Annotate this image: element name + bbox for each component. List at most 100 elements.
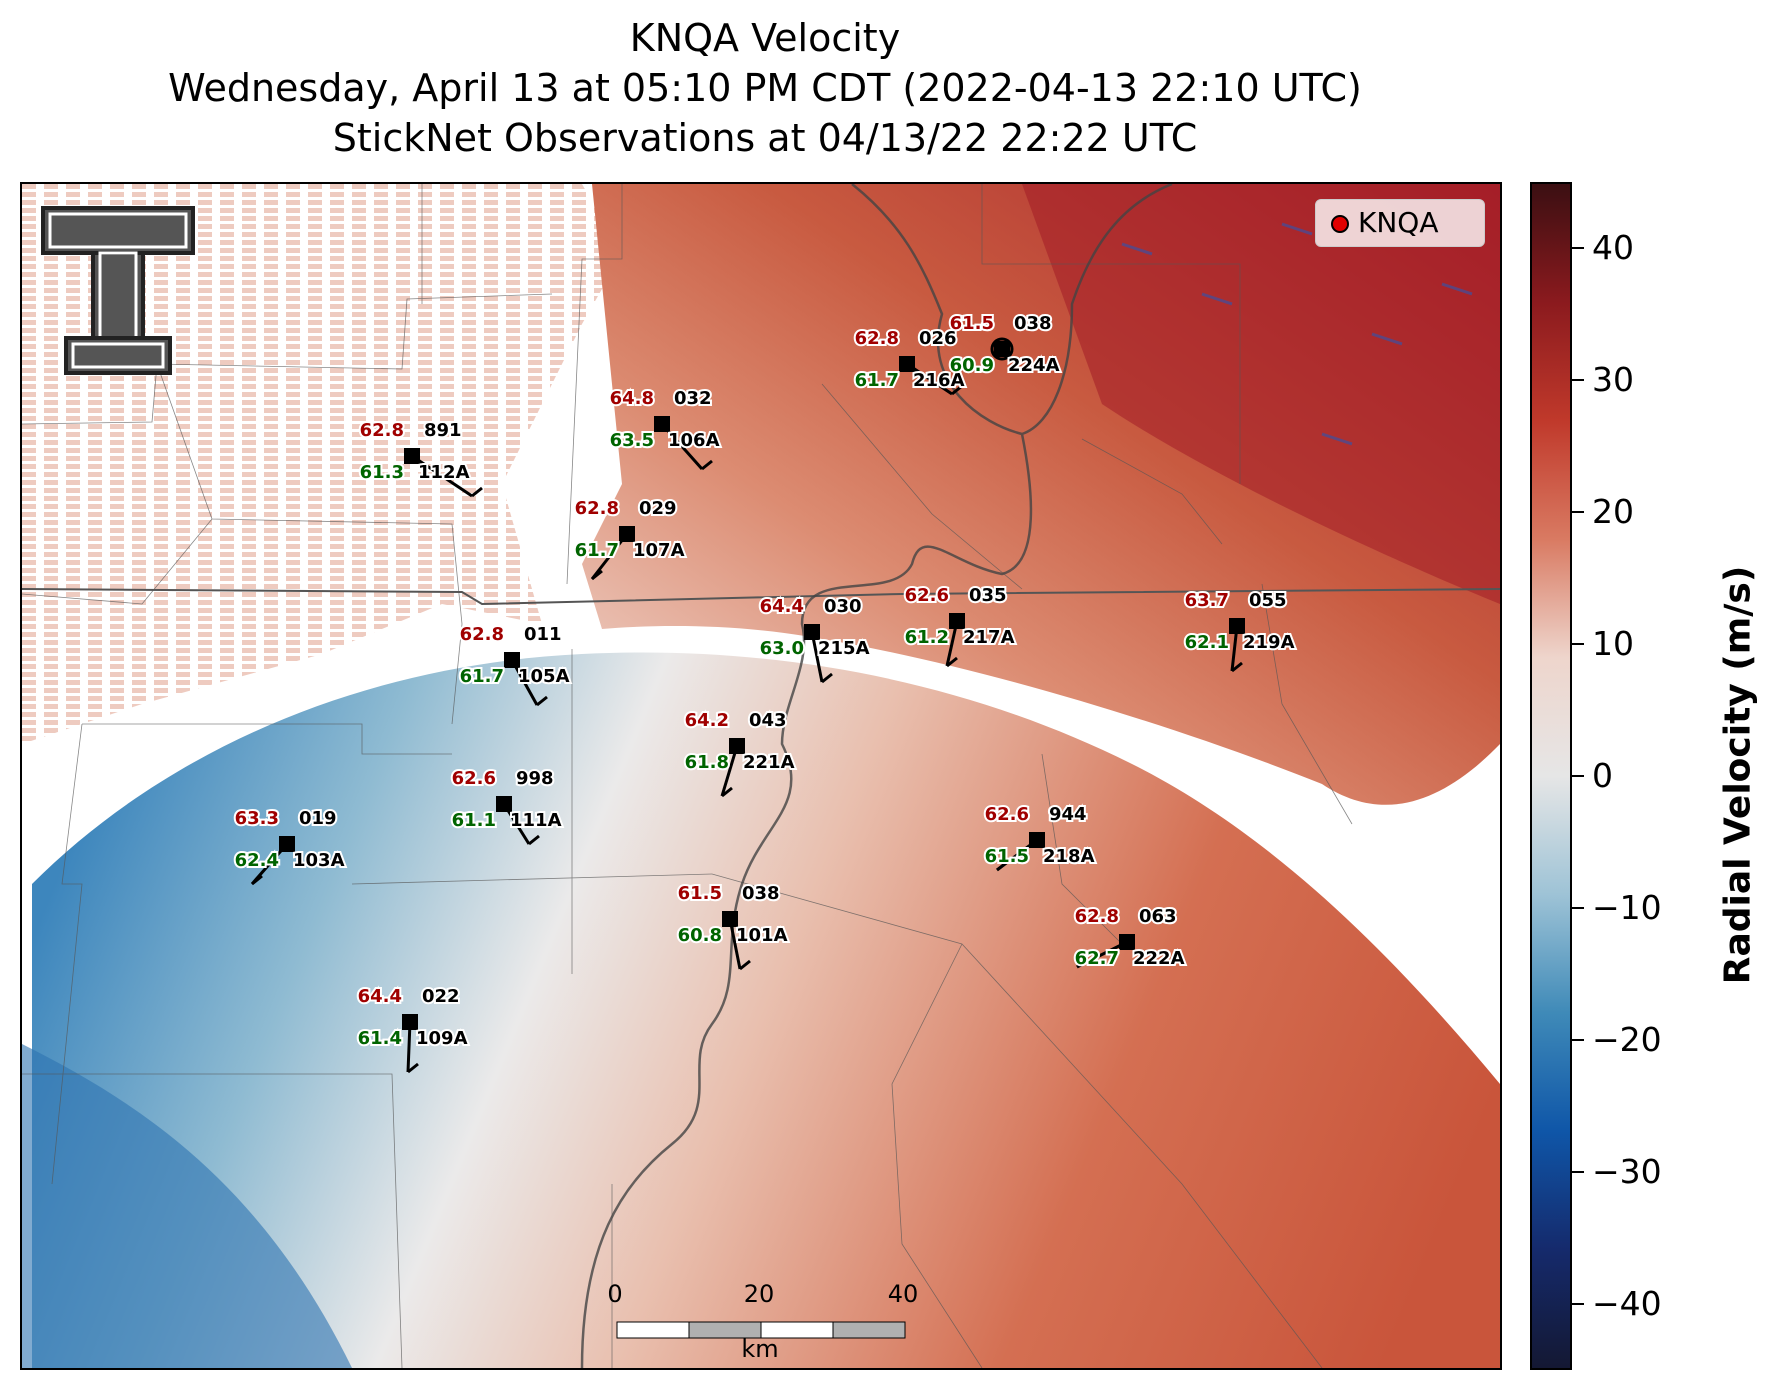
wind-barb-flag-icon — [528, 834, 540, 846]
wind-barb-icon — [406, 1021, 412, 1073]
station-marker-icon — [722, 911, 738, 927]
station-plot: 63.7 055 62.1 219A — [1183, 588, 1297, 673]
station-dewpoint: 61.7 — [575, 540, 619, 561]
radial-velocity-south — [32, 652, 1500, 1368]
station-plot: 64.4 030 63.0 215A — [758, 594, 872, 684]
station-temperature: 64.4 — [358, 986, 402, 1007]
colorbar-tick-mark — [1572, 247, 1584, 249]
colorbar-tick-label: 30 — [1592, 360, 1634, 399]
station-dewpoint: 61.7 — [855, 370, 899, 391]
station-pressure: 029 — [639, 498, 677, 519]
dark-velocity-streaks — [1121, 222, 1473, 446]
station-temperature: 62.8 — [1075, 906, 1119, 927]
wind-barb-flag-icon — [821, 672, 833, 684]
station-dewpoint: 63.5 — [610, 430, 654, 451]
radar-map: 62.8 891 61.3 112A 64.8 032 63.5 106A 62.8 026 61.… — [20, 182, 1502, 1370]
station-name: 216A — [913, 370, 965, 391]
station-temperature: 62.6 — [985, 804, 1029, 825]
wind-barb-flag-icon — [739, 959, 751, 971]
station-pressure: 944 — [1049, 804, 1087, 825]
station-temperature: 62.6 — [905, 585, 949, 606]
station-marker-icon — [654, 416, 670, 432]
station-dewpoint: 61.3 — [360, 462, 404, 483]
station-marker-icon — [402, 1014, 418, 1030]
station-pressure: 026 — [919, 328, 957, 349]
station-dewpoint: 61.4 — [358, 1028, 402, 1049]
station-temperature: 63.3 — [235, 808, 279, 829]
wind-barb-flag-icon — [407, 1062, 419, 1074]
station-pressure: 038 — [742, 883, 780, 904]
station-dewpoint: 60.9 — [950, 355, 994, 376]
station-name: 106A — [668, 430, 720, 451]
wind-barb-flag-icon — [701, 459, 713, 471]
colorbar-tick-mark — [1572, 1039, 1584, 1041]
station-marker-icon — [279, 836, 295, 852]
wind-barb-icon — [810, 631, 824, 683]
station-pressure: 022 — [422, 986, 460, 1007]
station-plot: 62.8 029 61.7 107A — [573, 496, 687, 581]
station-plot: 62.8 891 61.3 112A — [358, 418, 483, 498]
station-dewpoint: 62.4 — [235, 850, 279, 871]
station-marker-icon — [804, 624, 820, 640]
station-marker-icon — [1119, 934, 1135, 950]
station-dewpoint: 61.1 — [452, 810, 496, 831]
station-dewpoint: 61.8 — [685, 752, 729, 773]
station-marker-icon — [496, 796, 512, 812]
wind-barb-flag-icon — [471, 486, 483, 498]
state-boundary — [22, 588, 1500, 606]
station-dewpoint: 60.8 — [678, 925, 722, 946]
scale-tick-40: 40 — [887, 1280, 919, 1308]
station-plot: 63.3 019 62.4 103A — [233, 806, 347, 886]
station-marker-icon — [504, 652, 520, 668]
wind-barb-flag-icon — [721, 786, 733, 798]
station-pressure: 998 — [516, 768, 554, 789]
county-boundaries — [22, 184, 1353, 1368]
station-temperature: 64.2 — [685, 710, 729, 731]
station-temperature: 64.8 — [610, 388, 654, 409]
colorbar-tick-mark — [1572, 1303, 1584, 1305]
wind-barb-icon — [720, 745, 739, 797]
inbound-velocity-sw — [22, 1044, 352, 1368]
scale-tick-0: 0 — [607, 1280, 623, 1308]
station-marker-icon — [949, 613, 965, 629]
station-pressure: 035 — [969, 585, 1007, 606]
station-temperature: 62.8 — [460, 624, 504, 645]
station-marker-icon — [729, 738, 745, 754]
station-temperature: 62.6 — [452, 768, 496, 789]
wind-barb-icon — [1076, 940, 1128, 969]
station-temperature: 62.8 — [360, 420, 404, 441]
colorbar-tick-label: 10 — [1592, 624, 1634, 663]
station-marker-icon — [619, 526, 635, 542]
station-name: 215A — [818, 638, 870, 659]
station-name: 109A — [416, 1028, 468, 1049]
wind-barb-flag-icon — [591, 569, 603, 581]
station-pressure: 055 — [1249, 590, 1287, 611]
station-name: 221A — [743, 752, 795, 773]
station-marker-icon — [1229, 618, 1245, 634]
station-plot: 62.6 944 61.5 218A — [983, 802, 1097, 872]
colorbar-tick-label: 0 — [1592, 756, 1613, 795]
station-name: 112A — [418, 462, 470, 483]
station-name: 222A — [1133, 948, 1185, 969]
station-marker-icon — [994, 341, 1010, 357]
wind-barb-icon — [411, 454, 473, 498]
station-dewpoint: 61.2 — [905, 627, 949, 648]
colorbar-tick-label: −20 — [1592, 1020, 1662, 1059]
station-plot: 62.8 011 61.7 105A — [458, 622, 572, 707]
station-temperature: 63.7 — [1185, 590, 1229, 611]
station-name: 107A — [633, 540, 685, 561]
station-temperature: 64.4 — [760, 596, 804, 617]
station-name: 217A — [963, 627, 1015, 648]
station-pressure: 891 — [424, 420, 462, 441]
colorbar-tick-label: −10 — [1592, 888, 1662, 927]
legend-label: KNQA — [1358, 206, 1439, 239]
station-plot: 61.5 038 60.8 101A — [676, 881, 790, 971]
station-dewpoint: 61.5 — [985, 846, 1029, 867]
station-temperature: 62.8 — [855, 328, 899, 349]
double-t-logo-icon — [41, 206, 195, 375]
colorbar-tick-mark — [1572, 511, 1584, 513]
station-plot: 64.4 022 61.4 109A — [356, 984, 470, 1074]
station-marker-icon — [404, 448, 420, 464]
wind-barb-icon — [728, 918, 742, 970]
